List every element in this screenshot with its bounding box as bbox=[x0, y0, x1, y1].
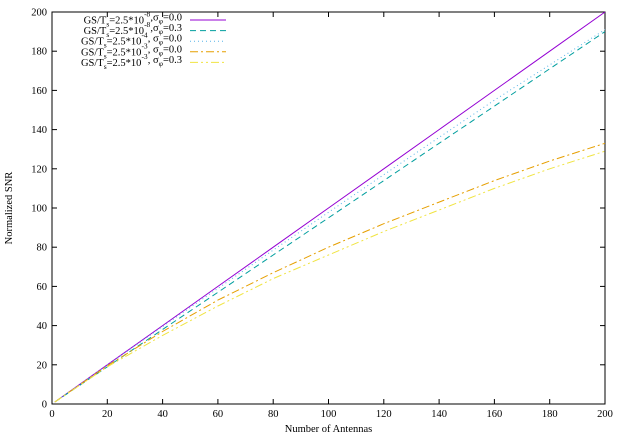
y-tick-label: 120 bbox=[31, 164, 47, 175]
legend-entry-label: GS/Ts=2.5*10-3, σφ=0.3 bbox=[81, 52, 182, 71]
x-tick-label: 40 bbox=[157, 409, 168, 420]
legend-entry-label: GS/Ts=2.5*10-8,σφ=0.3 bbox=[84, 20, 182, 39]
x-tick-label: 160 bbox=[487, 409, 503, 420]
y-tick-label: 180 bbox=[31, 47, 47, 58]
legend-entry-label: GS/Ts=2.5*10-3, σφ=0.0 bbox=[81, 41, 182, 60]
x-tick-label: 200 bbox=[597, 409, 613, 420]
y-tick-label: 100 bbox=[31, 204, 47, 215]
y-tick-label: 200 bbox=[31, 8, 47, 19]
y-tick-label: 40 bbox=[37, 321, 48, 332]
x-tick-label: 180 bbox=[542, 409, 558, 420]
y-axis-label: Normalized SNR bbox=[4, 172, 15, 245]
series-line-5 bbox=[54, 150, 606, 403]
legend-entry-label: GS/Ts=2.5*10-4, σφ=0.0 bbox=[81, 31, 182, 50]
series-line-2 bbox=[54, 31, 606, 403]
x-tick-label: 100 bbox=[321, 409, 337, 420]
axis-ticks: 0 20 40 60 80 100 120 140 160 180 200 0 20 40 60 80 100 1… bbox=[31, 8, 613, 421]
y-tick-label: 80 bbox=[37, 243, 48, 254]
y-tick-label: 0 bbox=[42, 400, 47, 411]
series-line-4 bbox=[54, 142, 606, 403]
x-tick-label: 140 bbox=[431, 409, 447, 420]
x-tick-label: 120 bbox=[376, 409, 392, 420]
y-tick-label: 20 bbox=[37, 360, 48, 371]
x-tick-label: 80 bbox=[268, 409, 279, 420]
x-tick-label: 0 bbox=[49, 409, 54, 420]
series-layer bbox=[54, 11, 606, 403]
series-line-1 bbox=[54, 11, 606, 403]
legend: GS/Ts=2.5*10-8,σφ=0.0GS/Ts=2.5*10-8,σφ=0… bbox=[81, 10, 226, 71]
x-tick-label: 60 bbox=[213, 409, 224, 420]
x-axis-label: Number of Antennas bbox=[285, 424, 372, 435]
series-line-3 bbox=[54, 29, 606, 403]
x-tick-label: 20 bbox=[102, 409, 113, 420]
y-tick-label: 60 bbox=[37, 282, 48, 293]
legend-entry-label: GS/Ts=2.5*10-8,σφ=0.0 bbox=[84, 10, 182, 29]
y-tick-label: 140 bbox=[31, 125, 47, 136]
y-tick-label: 160 bbox=[31, 86, 47, 97]
